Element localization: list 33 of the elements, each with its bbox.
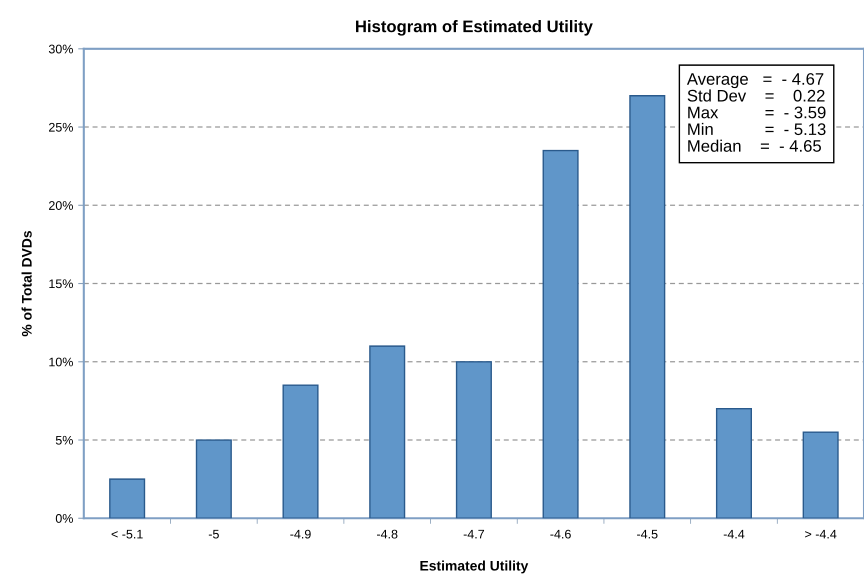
- x-tick-label: -4.4: [724, 530, 744, 538]
- y-tick-label: 30%: [48, 44, 73, 54]
- x-tick-label: -4.8: [377, 530, 398, 539]
- bar: [802, 431, 839, 518]
- annotation: Average = - 4.67: [686, 73, 824, 88]
- y-axis-title: % of Total DVDs: [22, 230, 32, 336]
- annotation: Max = - 3.59: [688, 106, 826, 118]
- x-axis-title: Estimated Utility: [420, 560, 528, 574]
- bar: [196, 439, 232, 518]
- y-tick-label: 15%: [49, 279, 73, 288]
- annotation: Median = - 4.65: [688, 140, 821, 152]
- y-tick-label: 5%: [56, 436, 73, 445]
- annotation: Std Dev = 0.22: [688, 89, 825, 102]
- y-tick-label: 25%: [49, 122, 73, 132]
- bar: [369, 345, 406, 518]
- bar: [456, 361, 492, 518]
- x-tick-label: < -5.1: [112, 530, 143, 539]
- x-tick-label: -4.6: [550, 530, 571, 539]
- x-tick-label: -5: [208, 530, 219, 539]
- x-tick-label: > -4.4: [805, 530, 836, 538]
- x-tick-label: -4.5: [637, 530, 658, 539]
- bar: [629, 95, 666, 518]
- y-tick-label: 0%: [56, 514, 73, 523]
- y-tick-label: 10%: [49, 358, 73, 366]
- x-tick-label: -4.7: [464, 530, 484, 538]
- x-tick-label: -4.9: [290, 530, 311, 539]
- bar: [716, 408, 752, 518]
- bar: [542, 150, 579, 518]
- chart-title: Histogram of Estimated Utility: [356, 20, 593, 36]
- bar: [109, 478, 146, 518]
- bar: [282, 384, 319, 518]
- annotation: Min = - 5.13: [688, 122, 826, 136]
- y-tick-label: 20%: [49, 201, 73, 210]
